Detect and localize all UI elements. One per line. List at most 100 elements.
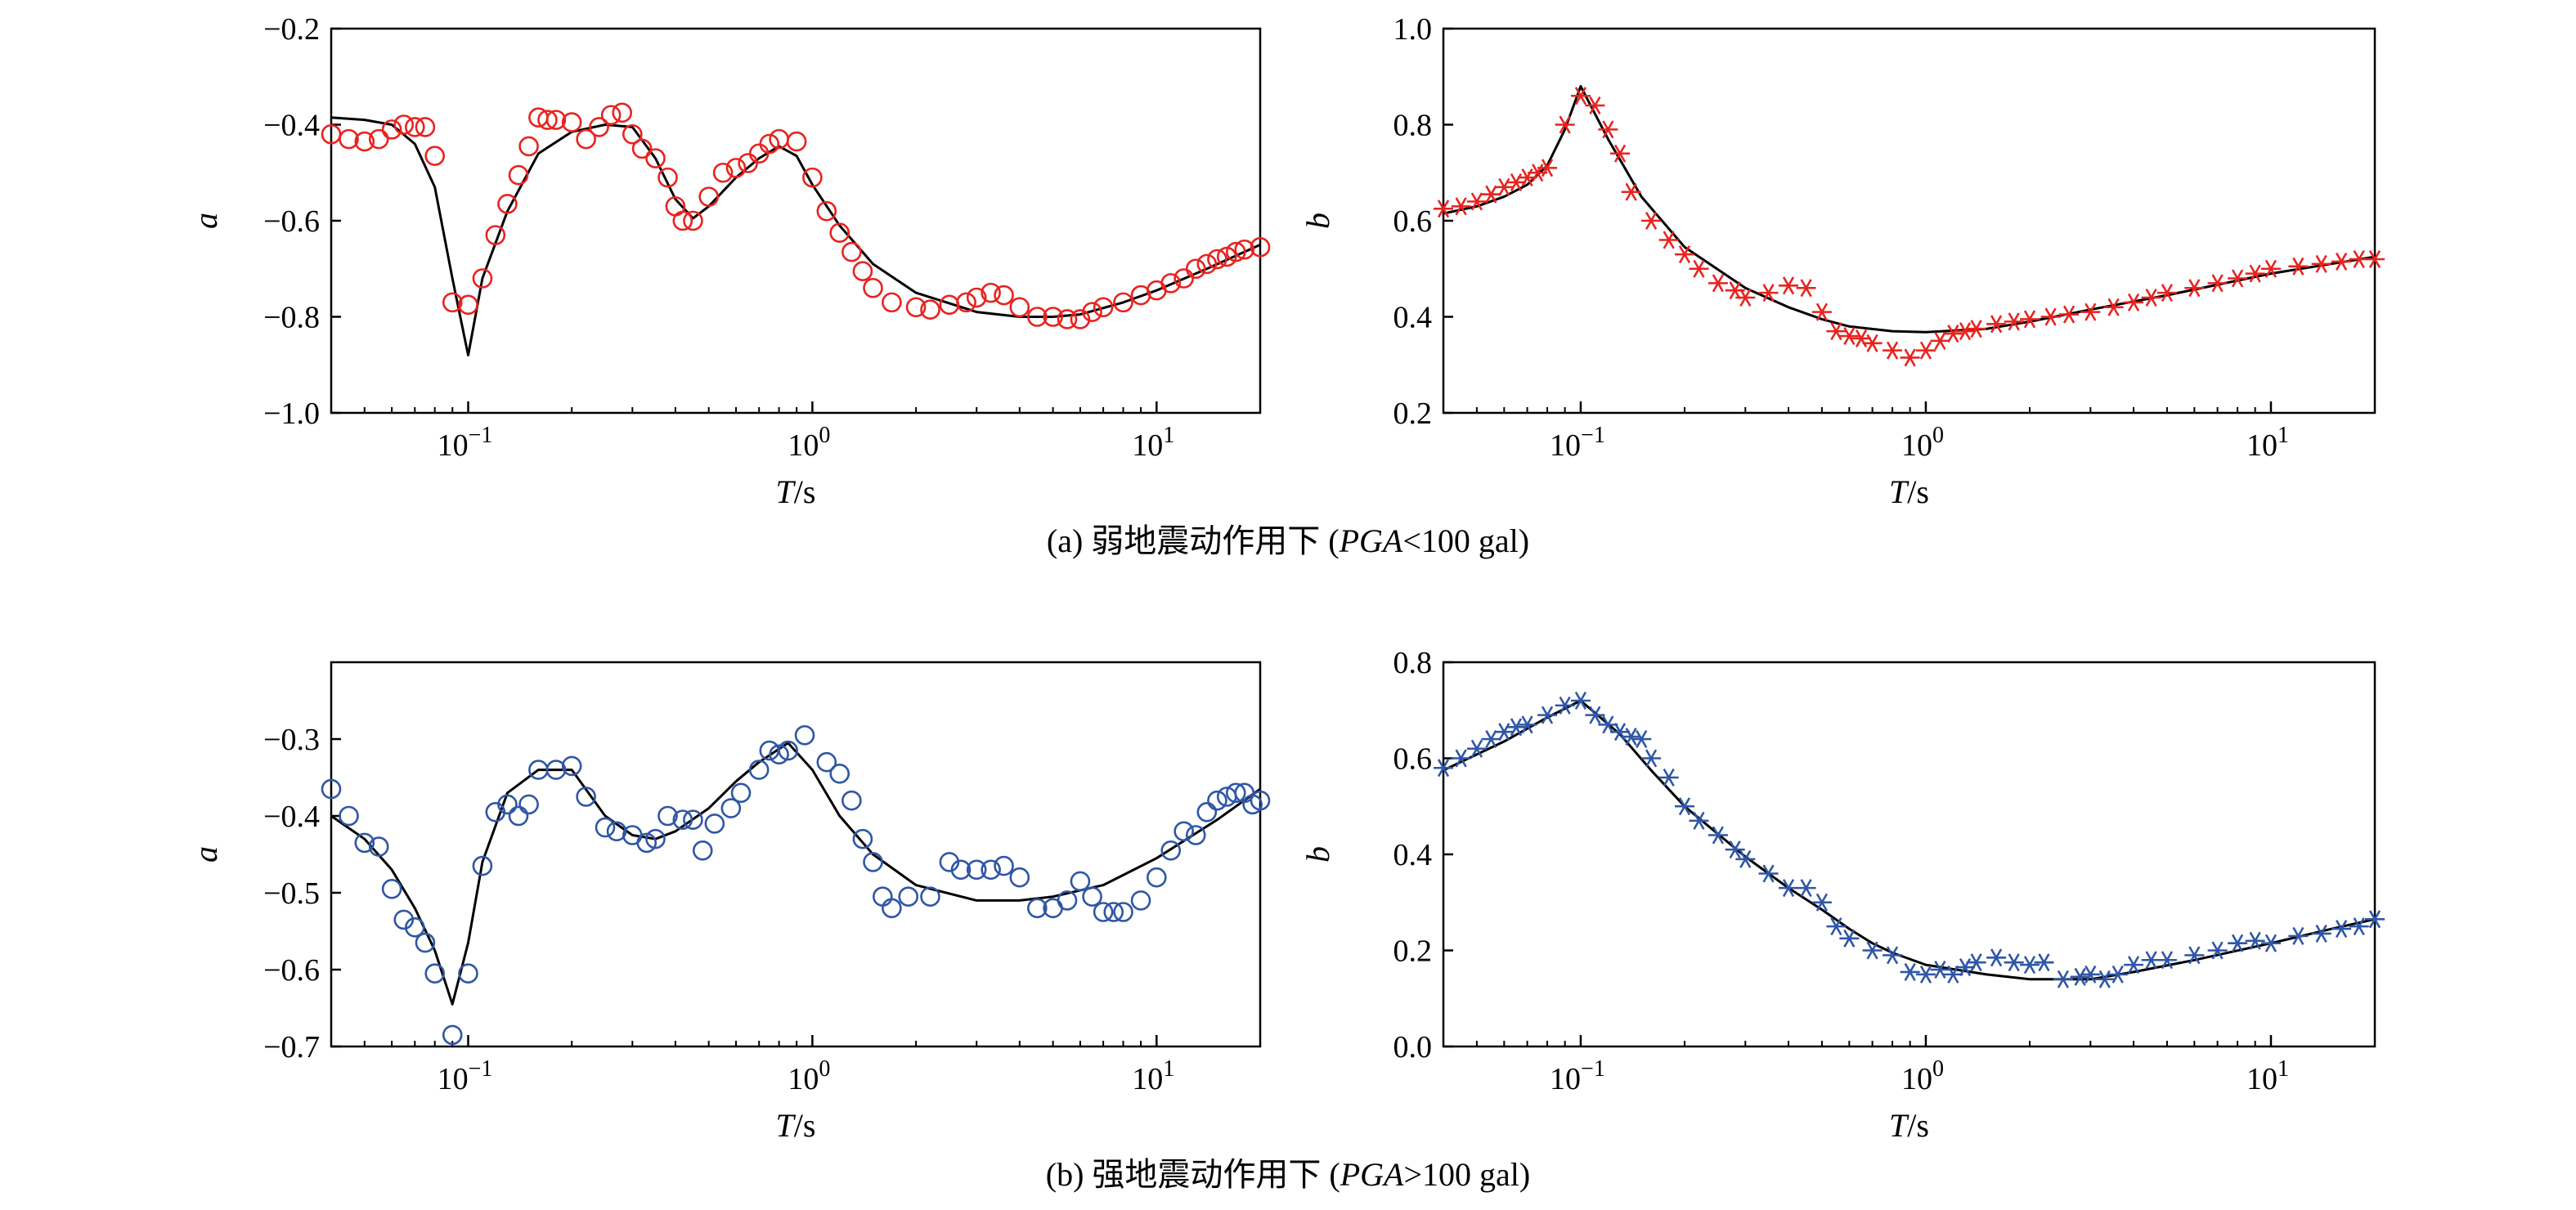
data-point [404,917,425,938]
y-tick-label: 0.8 [1393,646,1433,680]
data-point [2019,956,2040,975]
data-point [1057,890,1078,911]
data-point [576,128,596,150]
data-point [816,200,837,222]
data-point [1082,886,1102,907]
data-point [1196,253,1218,275]
data-point [1930,331,1950,350]
data-point [725,158,747,178]
data-point [1009,867,1030,888]
data-point [1093,297,1114,318]
data-point [981,859,1001,881]
x-tick-label: 100 [788,1056,830,1096]
data-point [1779,276,1799,295]
data-point [1250,790,1271,811]
data-point [354,131,375,152]
data-point [2040,307,2061,326]
data-point [1027,898,1048,919]
data-point [920,886,940,907]
data-point [636,832,657,854]
y-tick-label: −0.3 [263,723,320,757]
data-point [672,809,693,831]
data-point [2141,288,2161,307]
data-point [1796,279,1816,298]
data-point [794,724,815,746]
data-point [802,167,823,188]
x-axis-label: T/s [1889,1107,1929,1144]
data-point [612,102,633,123]
panel-caption: (a) 弱地震动作用下 (PGA<100 gal) [1047,522,1529,559]
data-point [2156,951,2177,970]
data-point [606,821,627,842]
data-point [672,210,693,231]
data-point [748,760,770,780]
data-point [2349,917,2369,936]
data-point [2311,254,2331,273]
data-point [1631,729,1652,749]
data-point [404,117,425,137]
chart-a-weak: −1.0 −0.8 −0.6 −0.4 −0.2 10−1 100 101 T/s a [187,12,1271,510]
data-point [518,136,539,157]
x-tick-label: 10−1 [438,423,493,463]
data-point [1598,120,1618,139]
data-point [2107,965,2128,984]
data-point [1103,902,1124,922]
data-point [829,222,850,243]
data-point [1796,879,1816,898]
data-point [769,744,789,765]
data-point [1779,879,1799,898]
data-point [472,268,493,289]
data-point [1185,825,1206,845]
data-point [1621,728,1641,746]
data-point [1915,965,1936,984]
fit-curve [1443,85,2376,334]
data-point [786,131,807,152]
data-point [863,277,883,298]
data-point [1758,864,1779,883]
data-point [2311,924,2331,943]
data-point [2228,269,2248,288]
data-point [1451,197,1471,216]
data-point [1758,284,1779,302]
x-tick-label: 100 [1901,1056,1944,1096]
data-point [458,294,478,316]
y-tick-label: 0.4 [1393,301,1433,335]
data-point [1093,902,1114,922]
data-point [1725,840,1745,859]
data-point [712,162,734,183]
data-point [508,805,529,827]
data-point [2053,970,2073,988]
data-point [1966,953,1986,972]
data-point [2103,298,2124,316]
data-point [1943,325,1963,343]
data-point [368,836,389,857]
data-point [1610,723,1631,742]
data-point [1900,348,1920,367]
data-point [657,805,678,827]
data-point [508,164,529,186]
data-point [2184,946,2205,965]
plot-frame [330,661,1262,1048]
data-point [321,778,342,800]
data-point [698,186,719,207]
y-tick-label: 0.0 [1393,1030,1433,1064]
data-point [873,886,893,907]
x-tick-label: 10−1 [1550,1056,1605,1096]
data-point [645,148,666,168]
data-point [994,855,1014,876]
data-point [1641,211,1662,231]
data-point [1113,292,1133,313]
data-point [1451,749,1471,768]
data-point [545,760,567,780]
data-point [442,292,463,313]
data-point [1481,729,1501,749]
data-point [2365,910,2385,929]
y-tick-label: −0.6 [263,204,320,239]
data-point [1225,782,1246,804]
data-point [905,297,927,318]
data-point [1160,840,1182,861]
data-point [354,832,375,854]
data-point [1082,302,1102,322]
data-point [1598,715,1618,734]
